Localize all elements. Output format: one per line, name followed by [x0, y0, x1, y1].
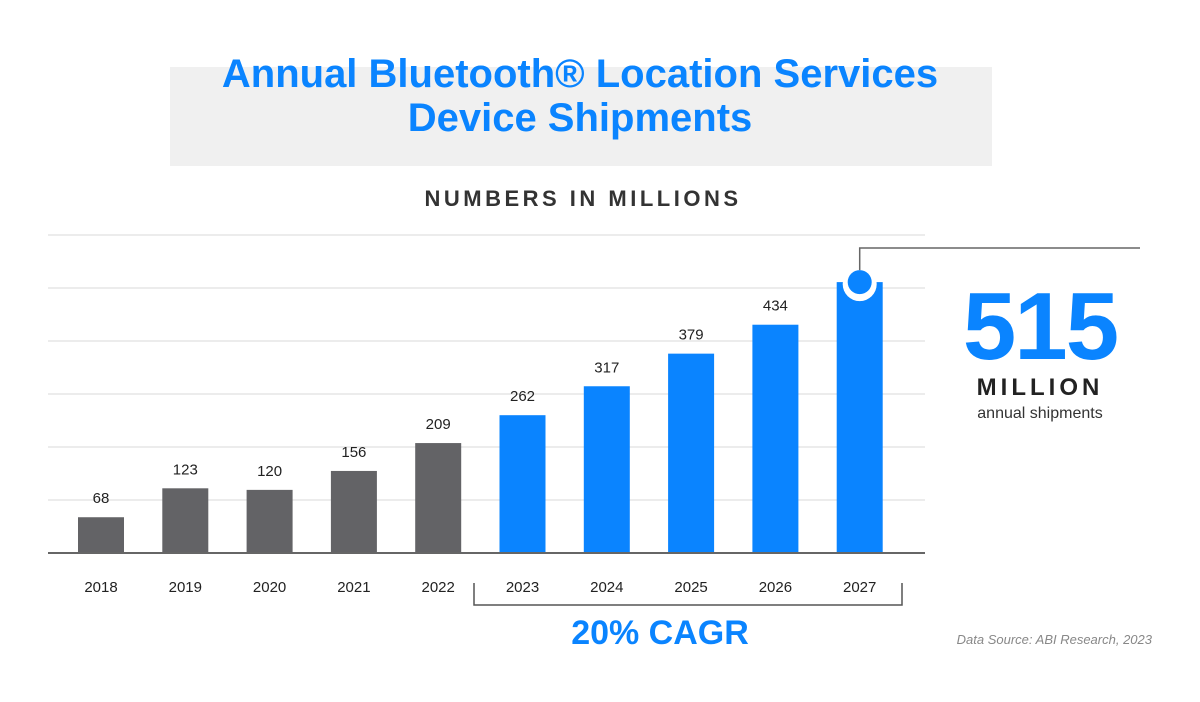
x-tick-label: 2018 — [84, 579, 117, 596]
data-label-2026: 434 — [763, 298, 788, 315]
x-tick-label: 2026 — [759, 579, 792, 596]
bar-2027 — [836, 282, 883, 553]
callout-value: 515 — [962, 273, 1119, 380]
x-tick-label: 2022 — [422, 579, 455, 596]
x-tick-label: 2023 — [506, 579, 539, 596]
bar-2022 — [415, 443, 462, 553]
bar-2023 — [499, 415, 546, 553]
cagr-bracket — [473, 583, 903, 606]
bar-2026 — [752, 324, 799, 553]
bar-2024 — [583, 386, 630, 553]
bar-2019 — [162, 488, 209, 553]
callout-unit: MILLION — [976, 374, 1104, 401]
data-label-2021: 156 — [341, 444, 366, 461]
bar-2018 — [78, 517, 124, 553]
callout-marker — [847, 270, 872, 295]
data-label-2022: 209 — [426, 416, 451, 433]
callout-leader-line — [858, 247, 1140, 271]
data-label-2024: 317 — [594, 359, 619, 376]
data-source: Data Source: ABI Research, 2023 — [956, 632, 1152, 647]
callout-text: annual shipments — [977, 405, 1103, 422]
x-tick-label: 2019 — [169, 579, 202, 596]
bar-2021 — [330, 470, 377, 553]
x-tick-label: 2021 — [337, 579, 370, 596]
data-label-2018: 68 — [93, 490, 110, 507]
x-tick-label: 2025 — [674, 579, 707, 596]
data-label-2019: 123 — [173, 461, 198, 478]
x-tick-label: 2020 — [253, 579, 286, 596]
data-label-2025: 379 — [679, 327, 704, 344]
data-label-2023: 262 — [510, 388, 535, 405]
bar-2020 — [246, 489, 293, 553]
x-tick-label: 2027 — [843, 579, 876, 596]
title-line-2: Device Shipments — [407, 96, 753, 140]
title-line-1: Annual Bluetooth® Location Services — [221, 52, 939, 96]
chart-subtitle: NUMBERS IN MILLIONS — [424, 186, 742, 211]
bar-2025 — [668, 353, 715, 553]
cagr-label: 20% CAGR — [571, 614, 749, 652]
chart-title: Annual Bluetooth® Location Services Devi… — [0, 52, 1160, 140]
x-tick-label: 2024 — [590, 579, 623, 596]
title-background — [170, 67, 992, 166]
data-label-2020: 120 — [257, 463, 282, 480]
